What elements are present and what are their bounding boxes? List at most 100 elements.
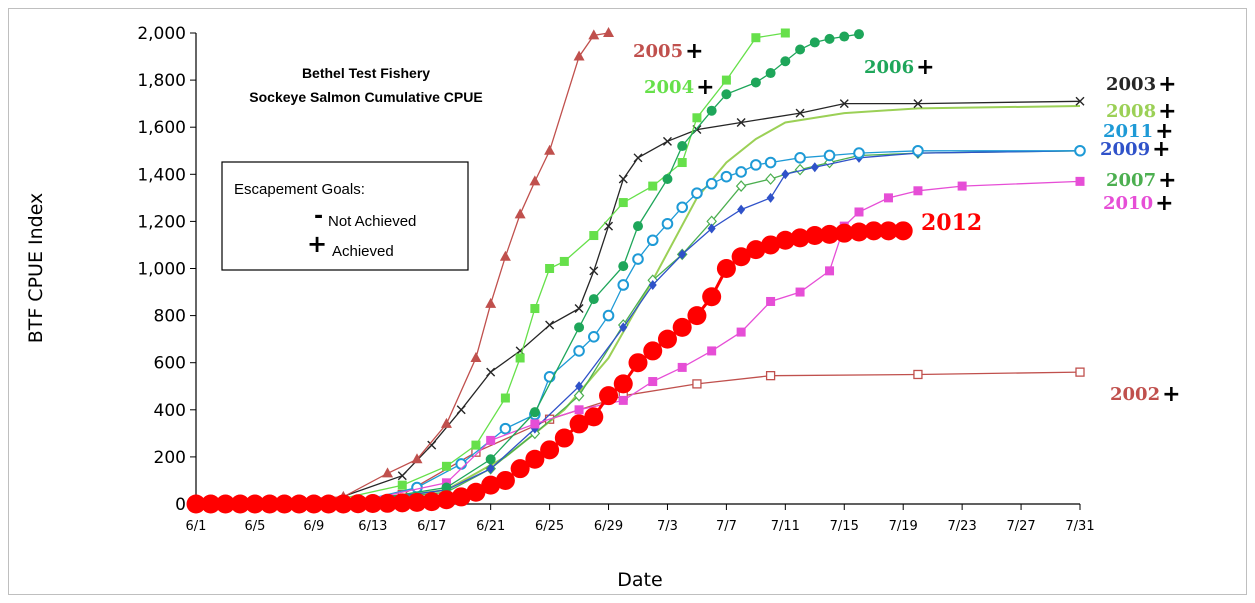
data-point xyxy=(849,222,869,242)
data-point xyxy=(603,27,615,37)
x-tick-label: 6/29 xyxy=(594,519,623,534)
series-label-2007: 2007 xyxy=(1106,170,1156,191)
data-point xyxy=(820,224,840,244)
x-tick-label: 6/1 xyxy=(186,519,207,534)
goal-achieved-mark-2004: + xyxy=(696,75,714,100)
data-point xyxy=(573,50,585,61)
series-2012 xyxy=(186,221,913,514)
series-label-2011: 2011 xyxy=(1103,121,1153,142)
legend-label-achieved: Achieved xyxy=(332,243,394,260)
data-point xyxy=(186,494,206,514)
data-point xyxy=(913,99,923,109)
data-point xyxy=(775,230,795,250)
series-line-2002 xyxy=(195,371,1081,505)
data-point xyxy=(422,492,442,512)
legend-symbol-achieved: + xyxy=(307,230,327,258)
data-point xyxy=(794,152,806,164)
data-point xyxy=(780,28,790,38)
data-point xyxy=(441,482,452,493)
series-line-2010 xyxy=(195,180,1081,505)
data-point xyxy=(510,459,530,479)
data-point xyxy=(691,187,703,199)
data-point xyxy=(735,166,747,178)
data-point xyxy=(705,177,718,190)
data-point xyxy=(721,89,732,100)
data-point xyxy=(662,136,672,146)
x-tick-label: 7/7 xyxy=(716,519,737,534)
data-point xyxy=(761,235,781,255)
data-point xyxy=(661,217,674,230)
y-axis-ticks: 0 200 400 600 800 1,000 1,200 1,400 1,600 1,800 2,… xyxy=(137,24,196,515)
data-point xyxy=(893,221,913,241)
goal-achieved-mark-2008: + xyxy=(1158,99,1176,124)
data-point xyxy=(854,207,864,217)
chart-title: Bethel Test Fishery xyxy=(302,65,430,81)
data-point xyxy=(451,487,471,507)
data-point xyxy=(662,174,673,185)
data-point xyxy=(545,264,555,273)
data-point xyxy=(648,279,657,290)
data-point xyxy=(436,490,456,510)
data-point xyxy=(530,304,540,314)
data-point xyxy=(289,494,309,514)
data-point xyxy=(643,341,663,361)
data-point xyxy=(485,297,497,308)
data-point xyxy=(618,174,628,184)
goal-achieved-mark-2010: + xyxy=(1155,191,1173,216)
x-tick-label: 6/21 xyxy=(476,519,505,534)
x-tick-label: 6/25 xyxy=(535,519,564,534)
y-tick-label: 800 xyxy=(154,307,186,327)
data-point xyxy=(260,494,280,514)
data-point xyxy=(529,175,541,186)
x-axis-title: Date xyxy=(617,569,662,591)
data-point xyxy=(471,440,481,450)
series-label-2002: 2002 xyxy=(1110,384,1160,405)
data-point xyxy=(245,494,265,514)
data-point xyxy=(646,234,659,247)
x-tick-label: 7/27 xyxy=(1006,519,1035,534)
data-point xyxy=(795,287,805,297)
goal-achieved-mark-2005: + xyxy=(685,39,703,64)
data-point xyxy=(676,201,689,214)
data-point xyxy=(411,453,423,464)
data-point xyxy=(602,309,615,322)
data-point xyxy=(613,374,633,394)
legend-symbol-not-achieved: - xyxy=(314,204,323,229)
x-tick-label: 6/13 xyxy=(358,519,387,534)
data-point xyxy=(853,147,865,159)
data-point xyxy=(746,240,766,260)
data-point xyxy=(201,494,221,514)
data-point xyxy=(692,113,702,123)
data-point xyxy=(545,320,555,330)
data-point xyxy=(648,181,658,191)
data-point xyxy=(486,367,496,377)
data-point xyxy=(540,440,560,460)
data-point xyxy=(823,149,836,162)
series-label-2003: 2003 xyxy=(1106,74,1156,95)
y-tick-label: 600 xyxy=(154,354,186,374)
data-point xyxy=(378,493,398,513)
data-point xyxy=(441,461,451,471)
y-tick-label: 1,600 xyxy=(137,118,186,138)
data-point xyxy=(913,186,923,196)
data-point xyxy=(348,494,368,514)
x-tick-label: 7/23 xyxy=(948,519,977,534)
data-point xyxy=(485,454,496,465)
x-tick-label: 6/5 xyxy=(244,519,265,534)
data-point xyxy=(839,31,850,42)
series-label-2010: 2010 xyxy=(1103,193,1153,214)
data-point xyxy=(466,482,486,502)
data-point xyxy=(618,261,629,272)
x-tick-label: 7/15 xyxy=(830,519,859,534)
legend-label-not-achieved: Not Achieved xyxy=(328,213,416,230)
data-point xyxy=(382,467,394,478)
data-point xyxy=(584,407,604,427)
data-point xyxy=(750,159,762,171)
series-label-2004: 2004 xyxy=(644,77,694,98)
data-point xyxy=(687,306,707,326)
data-point xyxy=(677,141,688,152)
data-point xyxy=(766,192,775,203)
series-label-2009: 2009 xyxy=(1100,139,1150,160)
series-label-2006: 2006 xyxy=(864,57,914,78)
